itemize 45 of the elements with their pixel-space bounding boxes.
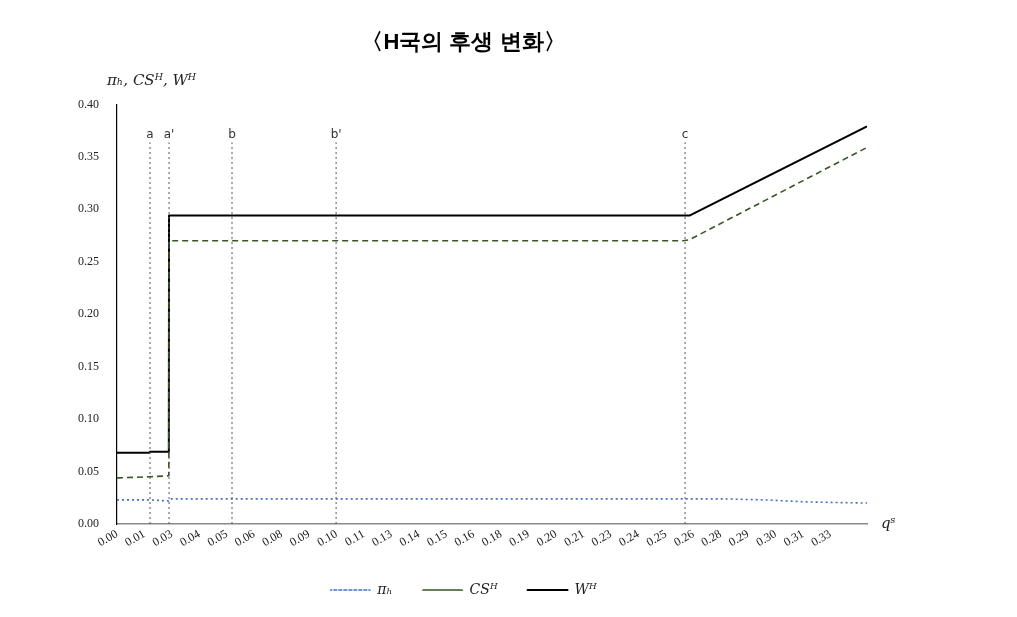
- x-tick-label: 0.28: [698, 526, 724, 550]
- y-tick-label: 0.05: [78, 463, 99, 478]
- x-tick-label: 0.03: [149, 526, 175, 550]
- y-tick-label: 0.40: [78, 96, 99, 111]
- x-tick-label: 0.29: [726, 526, 752, 550]
- x-tick-label: 0.08: [259, 526, 285, 550]
- x-tick-label: 0.06: [232, 526, 258, 550]
- ref-line-label: b': [330, 126, 342, 141]
- x-tick-label: 0.09: [287, 526, 313, 550]
- ref-line-label: a: [146, 126, 154, 141]
- x-tick-label: 0.20: [533, 526, 560, 550]
- legend-label: CSᴴ: [469, 580, 498, 597]
- x-tick-label: 0.10: [314, 526, 340, 550]
- x-tick-label: 0.11: [342, 526, 368, 549]
- x-tick-label: 0.31: [780, 526, 807, 550]
- chart-title: 〈H국의 후생 변화〉: [361, 29, 566, 55]
- x-tick-label: 0.23: [588, 526, 615, 550]
- x-axis-title: qˢ: [881, 513, 896, 532]
- ref-line-label: b: [228, 126, 236, 141]
- y-tick-label: 0.35: [78, 149, 99, 164]
- x-tick-label: 0.26: [671, 526, 697, 550]
- x-tick-label: 0.13: [369, 526, 395, 550]
- legend-label: Wᴴ: [574, 580, 597, 597]
- x-tick-label: 0.14: [396, 526, 422, 550]
- ref-line-label: a': [163, 126, 175, 141]
- x-tick-label: 0.05: [204, 526, 230, 550]
- x-tick-label: 0.01: [122, 526, 148, 550]
- x-tick-label: 0.18: [479, 526, 505, 550]
- x-tick-label: 0.16: [451, 526, 477, 550]
- x-tick-label: 0.33: [808, 526, 834, 550]
- y-tick-label: 0.20: [78, 306, 99, 321]
- x-tick-label: 0.15: [424, 526, 450, 550]
- x-tick-label: 0.04: [177, 526, 203, 550]
- legend-label: πₕ: [376, 580, 393, 597]
- y-tick-label: 0.25: [78, 253, 99, 268]
- x-tick-label: 0.24: [616, 526, 642, 550]
- y-axis-title: πₕ, CSᴴ, Wᴴ: [106, 70, 197, 89]
- y-tick-label: 0.30: [78, 201, 99, 216]
- y-tick-label: 0.15: [78, 358, 99, 373]
- x-tick-label: 0.19: [506, 526, 532, 550]
- ref-line-label: c: [681, 126, 689, 141]
- x-tick-label: 0.21: [561, 526, 587, 550]
- y-tick-label: 0.10: [78, 411, 99, 426]
- x-tick-label: 0.25: [643, 526, 669, 550]
- x-tick-label: 0.30: [753, 526, 779, 550]
